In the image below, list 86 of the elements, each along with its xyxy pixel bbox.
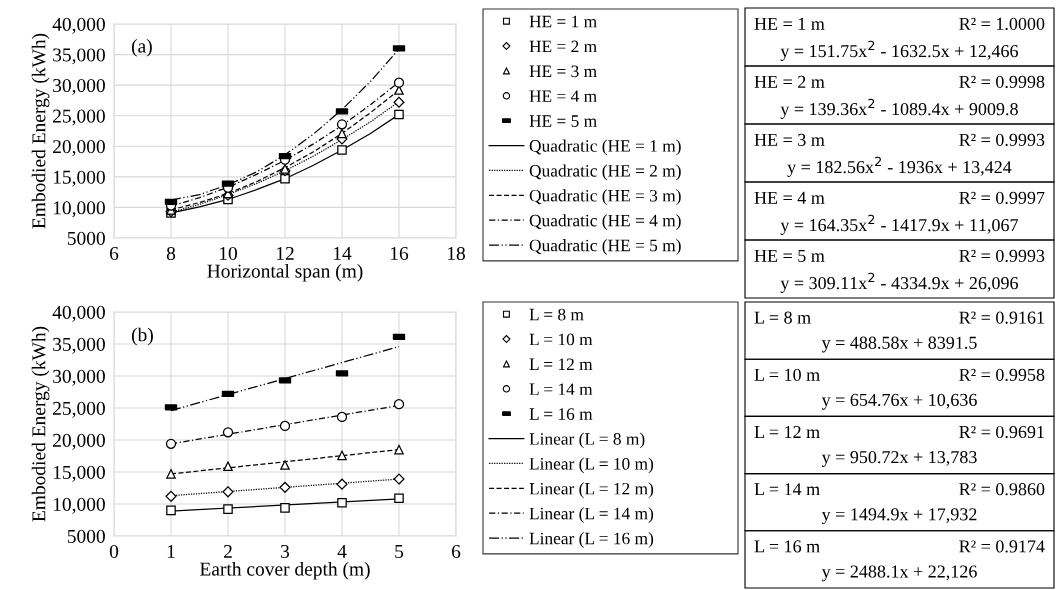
text: R² = 0.9860 <box>959 483 1045 496</box>
text: R² = 0.9993 <box>959 249 1045 262</box>
legend-label: HE = 1 m <box>529 15 597 28</box>
text: R² = 0.9993 <box>959 133 1045 146</box>
text: HE = 3 m <box>754 133 825 146</box>
text: R² = 0.9174 <box>959 540 1045 553</box>
y-tick-label: 15,000 <box>53 170 105 187</box>
y-tick-label: 20,000 <box>53 433 105 450</box>
legend-label: HE = 3 m <box>529 65 597 78</box>
text: y = 950.72x + 13,783 <box>821 451 977 467</box>
x-tick-label: 6 <box>451 544 461 559</box>
legend-label: HE = 5 m <box>529 115 597 127</box>
text: R² = 0.9998 <box>959 75 1045 88</box>
y-tick-label: 10,000 <box>53 201 105 218</box>
x-tick-label: 18 <box>447 246 465 261</box>
legend-label: Linear (L = 14 m) <box>529 507 654 523</box>
x-tick-label: 6 <box>109 246 119 261</box>
y-tick-label: 30,000 <box>53 78 105 95</box>
x-axis-title: Earth cover depth (m) <box>199 561 370 580</box>
legend-label: Linear (L = 16 m) <box>529 532 654 548</box>
text: HE = 4 m <box>754 191 825 204</box>
x-tick-label: 2 <box>223 544 232 558</box>
legend-label: Linear (L = 12 m) <box>529 482 654 499</box>
text: HE = 2 m <box>754 75 825 88</box>
x-tick-label: 16 <box>390 246 409 261</box>
legend-label: L = 12 m <box>529 358 593 370</box>
text: L = 10 m <box>754 368 820 381</box>
text: L = 8 m <box>754 311 811 324</box>
legend-label: Quadratic (HE = 5 m) <box>529 239 681 255</box>
x-tick-label: 14 <box>333 246 352 260</box>
text: L = 12 m <box>754 425 820 438</box>
y-tick-label: 25,000 <box>53 109 105 126</box>
legend-label: L = 14 m <box>529 383 593 395</box>
y-tick-label: 30,000 <box>53 369 105 386</box>
text: y = 2488.1x + 22,126 <box>821 565 977 582</box>
x-tick-label: 8 <box>166 246 176 261</box>
text: y = 151.75x$^{2}$ - 1632.5x + 12,466 <box>780 40 1019 61</box>
annotation: (b) <box>131 327 153 346</box>
y-axis-title: Embodied Energy (kWh) <box>31 326 50 522</box>
y-tick-label: 5000 <box>67 529 105 543</box>
y-tick-label: 40,000 <box>52 305 105 322</box>
x-tick-label: 3 <box>281 544 290 559</box>
y-tick-label: 10,000 <box>53 497 105 514</box>
text: R² = 0.9161 <box>959 311 1044 324</box>
x-tick-label: 0 <box>109 544 119 559</box>
legend-label: Quadratic (HE = 4 m) <box>529 214 681 230</box>
legend-label: L = 8 m <box>529 308 584 321</box>
legend-label: Linear (L = 10 m) <box>529 457 654 474</box>
annotation: (a) <box>131 38 152 57</box>
legend-label: Quadratic (HE = 2 m) <box>529 164 681 181</box>
x-tick-label: 10 <box>219 246 237 261</box>
text: R² = 0.9997 <box>959 191 1045 204</box>
legend-label: Quadratic (HE = 1 m) <box>529 139 681 156</box>
legend-label: Linear (L = 8 m) <box>529 432 645 449</box>
y-tick-label: 20,000 <box>53 140 105 157</box>
legend-label: L = 16 m <box>529 408 593 420</box>
x-tick-label: 1 <box>167 544 175 558</box>
text: R² = 0.9958 <box>959 368 1045 381</box>
y-tick-label: 40,000 <box>52 17 105 34</box>
text: y = 1494.9x + 17,932 <box>821 508 977 525</box>
legend-label: Quadratic (HE = 3 m) <box>529 189 681 206</box>
x-tick-label: 12 <box>276 246 294 260</box>
y-tick-label: 35,000 <box>53 337 105 354</box>
x-tick-label: 4 <box>337 545 347 558</box>
y-tick-label: 25,000 <box>53 401 105 418</box>
y-tick-label: 5000 <box>67 231 105 245</box>
text: R² = 1.0000 <box>959 17 1045 30</box>
text: y = 488.58x + 8391.5 <box>821 336 977 353</box>
legend-label: HE = 4 m <box>529 90 597 102</box>
text: y = 182.56x$^{2}$ - 1936x + 13,424 <box>787 156 1012 177</box>
text: L = 16 m <box>754 540 820 553</box>
y-axis-title: Embodied Energy (kWh) <box>31 33 50 229</box>
y-tick-label: 15,000 <box>53 465 105 482</box>
text: HE = 1 m <box>754 17 825 30</box>
x-tick-label: 5 <box>395 545 404 559</box>
y-tick-label: 35,000 <box>53 48 105 65</box>
text: HE = 5 m <box>754 249 825 262</box>
legend-label: HE = 2 m <box>529 40 597 53</box>
x-axis-title: Horizontal span (m) <box>207 263 363 282</box>
text: y = 309.11x$^{2}$ - 4334.9x + 26,096 <box>780 272 1019 293</box>
text: y = 139.36x$^{2}$ - 1089.4x + 9009.8 <box>780 98 1018 119</box>
text: R² = 0.9691 <box>959 425 1044 439</box>
text: L = 14 m <box>754 483 820 496</box>
legend-label: L = 10 m <box>529 333 593 346</box>
text: y = 164.35x$^{2}$ - 1417.9x + 11,067 <box>780 214 1019 235</box>
text: y = 654.76x + 10,636 <box>821 393 977 410</box>
